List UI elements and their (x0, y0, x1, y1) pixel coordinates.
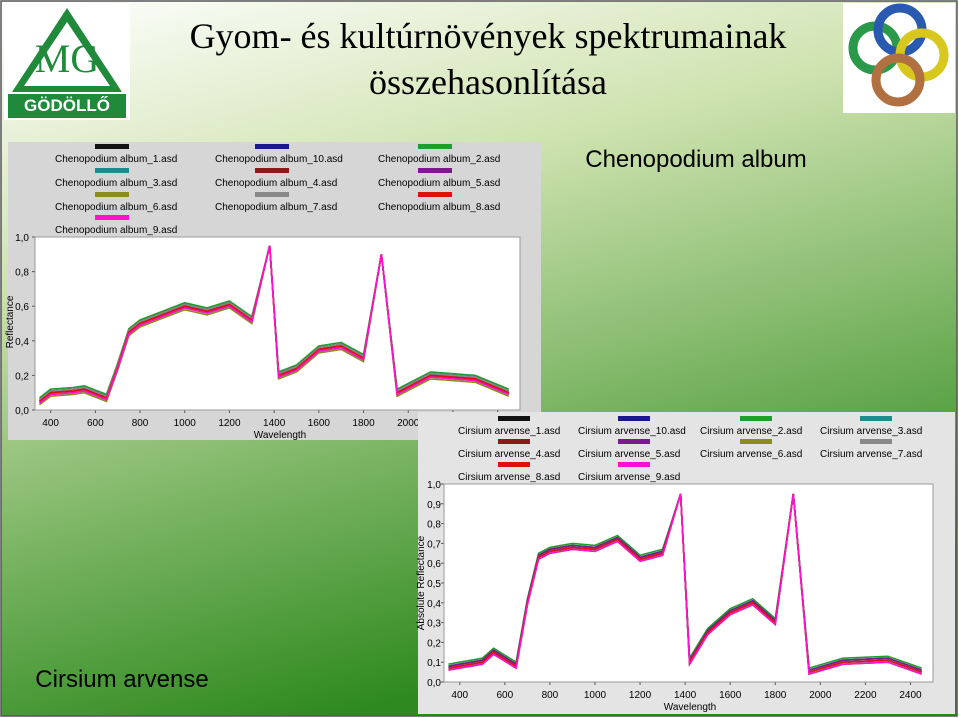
legend-swatch (740, 416, 772, 421)
legend-label: Chenopodium album_9.asd (55, 225, 177, 236)
legend-swatch (95, 192, 129, 197)
y-tick-label: 0,6 (15, 302, 29, 313)
y-tick-label: 0,6 (427, 559, 441, 570)
x-tick-label: 1400 (674, 690, 697, 701)
legend-swatch (498, 439, 530, 444)
x-tick-label: 1600 (308, 418, 331, 429)
logo-text: GÖDÖLLŐ (24, 96, 110, 115)
series-line (39, 245, 510, 404)
legend-label: Chenopodium album_2.asd (378, 154, 500, 165)
legend-label: Cirsium arvense_2.asd (700, 426, 802, 437)
legend-swatch (418, 168, 452, 173)
logo-right (843, 3, 955, 113)
legend-swatch (255, 168, 289, 173)
caption: Cirsium arvense (35, 666, 208, 693)
legend-swatch (95, 215, 129, 220)
x-tick-label: 400 (42, 418, 59, 429)
plot-area (35, 237, 520, 410)
legend-label: Cirsium arvense_5.asd (578, 449, 680, 460)
legend-label: Cirsium arvense_7.asd (820, 449, 922, 460)
y-tick-label: 0,0 (427, 678, 441, 689)
y-axis-title: Reflectance (5, 295, 16, 348)
x-axis-title: Wavelength (254, 430, 306, 441)
x-tick-label: 800 (132, 418, 149, 429)
y-axis-title: Absolute Reflectance (416, 535, 427, 630)
chart: 0,0 0,1 0,2 0,3 0,4 0,5 0,6 0,7 0,8 0,9 1,0 400 600 8… (416, 412, 955, 714)
x-tick-label: 1000 (174, 418, 197, 429)
x-tick-label: 600 (87, 418, 104, 429)
legend-label: Chenopodium album_1.asd (55, 154, 177, 165)
legend-swatch (95, 144, 129, 149)
legend-swatch (618, 462, 650, 467)
legend-swatch (418, 192, 452, 197)
legend-swatch (618, 439, 650, 444)
legend-swatch (740, 439, 772, 444)
legend-label: Cirsium arvense_1.asd (458, 426, 560, 437)
legend-label: Chenopodium album_7.asd (215, 202, 337, 213)
caption: Chenopodium album (585, 146, 806, 173)
y-tick-label: 1,0 (15, 233, 29, 244)
title-line: összehasonlítása (369, 62, 607, 102)
y-tick-label: 0,2 (15, 371, 29, 382)
legend-swatch (860, 416, 892, 421)
legend-swatch (255, 144, 289, 149)
x-tick-label: 1800 (764, 690, 787, 701)
x-tick-label: 800 (542, 690, 559, 701)
y-tick-label: 0,3 (427, 619, 441, 630)
x-tick-label: 1200 (629, 690, 652, 701)
svg-text:MG: MG (35, 36, 99, 81)
x-tick-label: 2000 (809, 690, 832, 701)
x-tick-label: 400 (451, 690, 468, 701)
x-tick-label: 1200 (218, 418, 241, 429)
legend-swatch (95, 168, 129, 173)
chart: 0,0 0,2 0,4 0,6 0,8 1,0 400 600 800 1000 1200 1400 1… (5, 142, 541, 441)
y-tick-label: 0,4 (15, 337, 29, 348)
x-axis-title: Wavelength (664, 702, 716, 713)
legend-label: Cirsium arvense_9.asd (578, 472, 680, 483)
x-tick-label: 600 (496, 690, 513, 701)
x-tick-label: 2000 (397, 418, 420, 429)
x-tick-label: 2200 (854, 690, 877, 701)
y-tick-label: 0,5 (427, 579, 441, 590)
y-tick-label: 0,8 (15, 268, 29, 279)
legend-label: Cirsium arvense_8.asd (458, 472, 560, 483)
legend-label: Chenopodium album_5.asd (378, 178, 500, 189)
y-tick-label: 0,2 (427, 638, 441, 649)
legend-label: Chenopodium album_3.asd (55, 178, 177, 189)
legend-label: Cirsium arvense_3.asd (820, 426, 922, 437)
y-tick-label: 0,7 (427, 539, 441, 550)
legend-swatch (498, 416, 530, 421)
x-tick-label: 1800 (352, 418, 375, 429)
legend-label: Cirsium arvense_6.asd (700, 449, 802, 460)
legend-swatch (255, 192, 289, 197)
legend-swatch (618, 416, 650, 421)
y-tick-label: 0,4 (427, 599, 441, 610)
series-line (448, 493, 922, 676)
y-tick-label: 0,0 (15, 406, 29, 417)
legend-label: Chenopodium album_10.asd (215, 154, 343, 165)
legend-swatch (860, 439, 892, 444)
legend-label: Chenopodium album_8.asd (378, 202, 500, 213)
x-tick-label: 1000 (584, 690, 607, 701)
plot-frame (443, 483, 934, 683)
logo-left: MG GÖDÖLLŐ (4, 3, 130, 120)
y-tick-label: 1,0 (427, 480, 441, 491)
title-line: Gyom- és kultúrnövények spektrumainak (190, 16, 787, 56)
legend-swatch (498, 462, 530, 467)
legend-label: Cirsium arvense_4.asd (458, 449, 560, 460)
y-tick-label: 0,8 (427, 520, 441, 531)
legend-swatch (418, 144, 452, 149)
x-tick-label: 2400 (899, 690, 922, 701)
legend-label: Chenopodium album_4.asd (215, 178, 337, 189)
x-tick-label: 1600 (719, 690, 742, 701)
y-tick-label: 0,1 (427, 658, 441, 669)
plot-frame (34, 236, 521, 411)
legend-label: Cirsium arvense_10.asd (578, 426, 686, 437)
legend-label: Chenopodium album_6.asd (55, 202, 177, 213)
y-tick-label: 0,9 (427, 500, 441, 511)
x-tick-label: 1400 (263, 418, 286, 429)
